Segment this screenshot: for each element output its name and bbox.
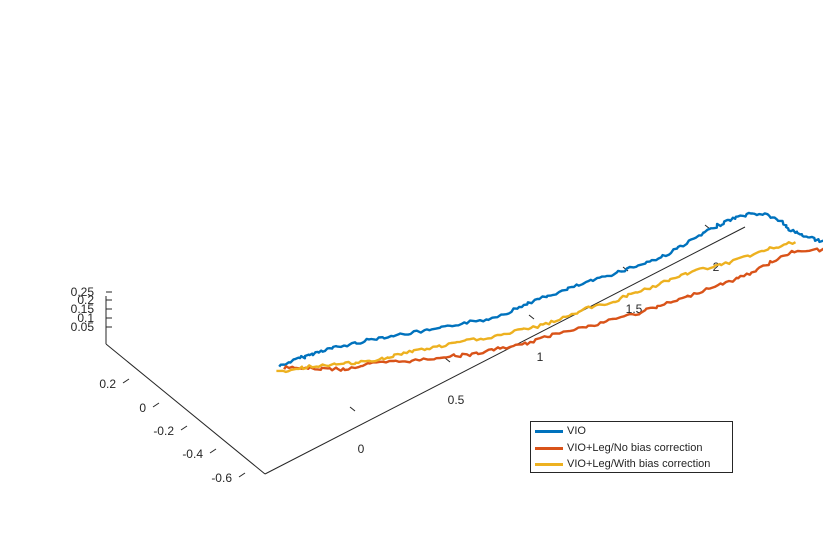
y-tick-mark — [209, 448, 217, 454]
series-line-1 — [283, 247, 823, 372]
y-tick-label: -0.4 — [182, 447, 203, 461]
y-tick-label: 0 — [139, 401, 146, 415]
x-tick-mark — [349, 406, 356, 412]
y-tick-mark — [152, 402, 160, 408]
y-tick-label: 0.2 — [99, 377, 116, 391]
z-tick-label: 0.05 — [71, 320, 95, 334]
legend-entry-no-bias: VIO+Leg/No bias correction — [535, 440, 702, 456]
legend-label-no-bias: VIO+Leg/No bias correction — [567, 442, 703, 454]
x-axis-line — [264, 226, 746, 475]
x-tick-label: 0.5 — [448, 393, 465, 407]
legend-entry-with-bias: VIO+Leg/With bias correction — [535, 456, 710, 472]
x-tick-label: 2 — [713, 260, 720, 274]
z-tick-label: 0.15 — [71, 302, 95, 316]
z-tick-label: 0.2 — [77, 293, 94, 307]
tick-group: 00.511.520.20-0.2-0.4-0.60.250.20.150.10… — [71, 224, 720, 485]
y-tick-label: -0.2 — [153, 424, 174, 438]
x-tick-label: 1 — [537, 350, 544, 364]
legend-swatch-vio — [535, 429, 563, 433]
y-tick-mark — [122, 378, 130, 384]
series-group — [276, 211, 823, 374]
y-tick-mark — [238, 472, 246, 478]
y-axis-line — [105, 343, 266, 475]
legend-entry-vio: VIO — [535, 423, 586, 439]
x-tick-mark — [528, 314, 535, 320]
series-line-2 — [276, 240, 797, 374]
x-tick-label: 0 — [358, 442, 365, 456]
legend-swatch-with-bias — [535, 462, 563, 466]
legend: VIO VIO+Leg/No bias correction VIO+Leg/W… — [530, 421, 733, 473]
z-tick-label: 0.25 — [71, 285, 95, 299]
legend-swatch-no-bias — [535, 446, 563, 450]
y-tick-label: -0.6 — [211, 471, 232, 485]
y-tick-mark — [180, 425, 188, 431]
legend-label-with-bias: VIO+Leg/With bias correction — [567, 458, 711, 470]
z-tick-label: 0.1 — [77, 311, 94, 325]
series-line-0 — [278, 211, 823, 368]
x-tick-label: 1.5 — [626, 302, 643, 316]
legend-label-vio: VIO — [567, 425, 586, 437]
